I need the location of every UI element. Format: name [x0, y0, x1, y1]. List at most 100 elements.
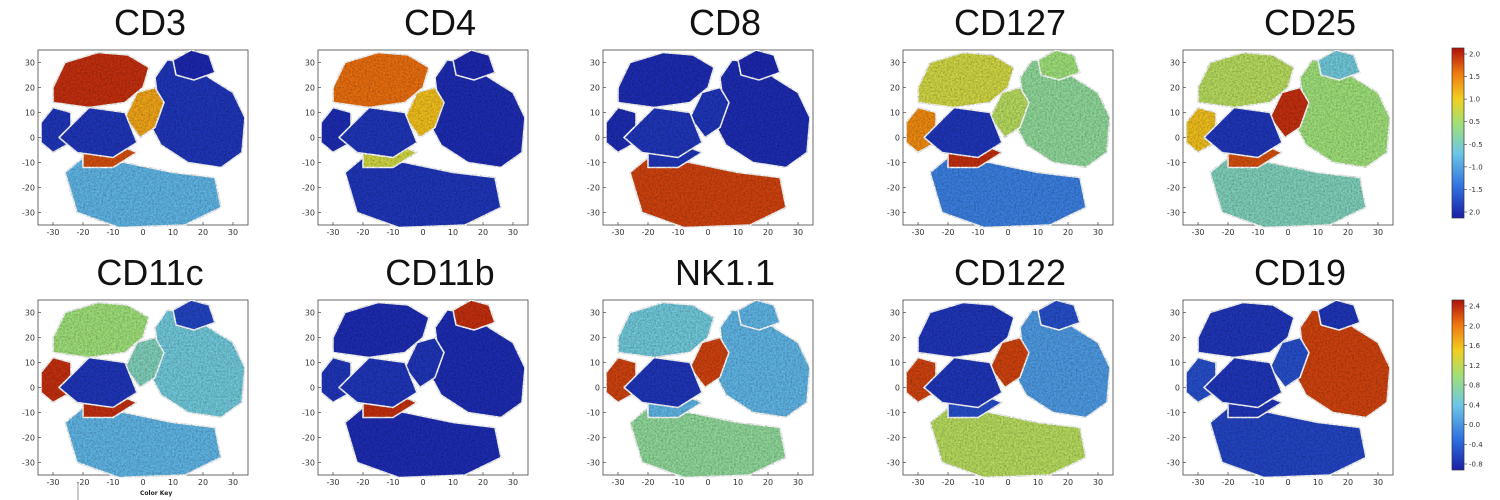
y-tick-label: 10 — [25, 109, 35, 118]
y-tick-label: 30 — [305, 309, 315, 318]
panel-title: CD4 — [404, 2, 476, 43]
cluster-d — [689, 336, 730, 389]
y-tick-label: 30 — [590, 59, 600, 68]
y-tick-label: -20 — [302, 434, 315, 443]
y-tick-label: -20 — [22, 434, 35, 443]
cluster-h — [923, 356, 1003, 409]
x-tick-label: -10 — [671, 228, 684, 237]
colorbar-tick-label: 0.0 — [1469, 421, 1480, 429]
y-tick-label: -20 — [587, 434, 600, 443]
y-tick-label: 30 — [305, 59, 315, 68]
cluster-a — [917, 51, 1015, 109]
x-tick-label: -10 — [971, 478, 984, 487]
cluster-a — [917, 301, 1015, 359]
y-tick-label: -30 — [587, 459, 600, 468]
x-tick-label: 10 — [1313, 478, 1323, 487]
y-tick-label: -30 — [1167, 209, 1180, 218]
colorbar-tick-label: -1.0 — [1469, 163, 1483, 171]
x-tick-label: -30 — [46, 228, 59, 237]
x-tick-label: 20 — [1063, 478, 1073, 487]
y-tick-label: -10 — [1167, 159, 1180, 168]
panel-title: CD3 — [114, 2, 186, 43]
colorbar-tick-label: -1.5 — [1469, 186, 1483, 194]
x-tick-label: 20 — [1343, 228, 1353, 237]
y-tick-label: 20 — [890, 84, 900, 93]
panel-title: CD11b — [385, 252, 494, 293]
y-tick-label: -20 — [887, 434, 900, 443]
cluster-a — [1197, 51, 1295, 109]
y-tick-label: 10 — [305, 109, 315, 118]
y-tick-label: -10 — [302, 159, 315, 168]
panel-cd19: CD19 -30 -20 -10 0 10 20 30 30 20 10 0 -10 -20 -30 — [1167, 252, 1394, 487]
colorbar-tick-label: 0.4 — [1469, 401, 1481, 409]
colorbar-tick-label: 0.5 — [1469, 118, 1480, 126]
y-tick-label: -10 — [1167, 409, 1180, 418]
x-tick-label: -30 — [911, 478, 924, 487]
x-tick-label: -10 — [106, 478, 119, 487]
panel-title: CD8 — [689, 2, 761, 43]
x-tick-label: -10 — [386, 228, 399, 237]
cluster-a — [332, 51, 430, 109]
cluster-d — [1269, 336, 1310, 389]
tsne-clusters — [40, 49, 246, 229]
y-tick-label: 30 — [25, 309, 35, 318]
x-tick-label: -10 — [671, 478, 684, 487]
panel-cd8: CD8 -30 -20 -10 0 10 20 30 30 20 10 0 -10 -20 -30 — [587, 2, 814, 237]
cluster-d — [1269, 86, 1310, 139]
y-tick-label: 0 — [310, 384, 315, 393]
colorbar-tick-label: 2.0 — [1469, 51, 1480, 59]
x-tick-label: 20 — [763, 478, 773, 487]
x-tick-label: 0 — [420, 228, 425, 237]
y-tick-label: 20 — [25, 84, 35, 93]
cluster-c — [1317, 49, 1361, 81]
x-tick-label: -10 — [386, 478, 399, 487]
x-tick-label: -20 — [356, 228, 369, 237]
x-tick-label: 30 — [1093, 228, 1103, 237]
x-tick-label: 0 — [420, 478, 425, 487]
x-tick-label: 20 — [1343, 478, 1353, 487]
cluster-a — [617, 301, 715, 359]
y-tick-label: 20 — [305, 84, 315, 93]
y-tick-label: -30 — [302, 209, 315, 218]
y-tick-label: -20 — [302, 184, 315, 193]
cluster-h — [338, 106, 418, 159]
y-tick-label: -20 — [22, 184, 35, 193]
y-tick-label: 20 — [590, 84, 600, 93]
cluster-a — [52, 51, 150, 109]
colorbar-tick-label: -0.4 — [1469, 441, 1483, 449]
x-tick-label: 10 — [448, 228, 458, 237]
x-tick-label: -30 — [611, 478, 624, 487]
colorbar-tick-label: -0.5 — [1469, 141, 1483, 149]
x-tick-label: -30 — [326, 478, 339, 487]
y-tick-label: 10 — [25, 359, 35, 368]
x-tick-label: -20 — [76, 228, 89, 237]
x-tick-label: 0 — [1005, 228, 1010, 237]
cluster-h — [623, 106, 703, 159]
panel-title: CD25 — [1264, 2, 1356, 43]
y-tick-label: 30 — [890, 59, 900, 68]
tsne-clusters — [605, 49, 811, 229]
y-tick-label: -10 — [587, 159, 600, 168]
y-tick-label: -30 — [1167, 459, 1180, 468]
x-tick-label: 10 — [733, 228, 743, 237]
panel-title: CD19 — [1254, 252, 1346, 293]
y-tick-label: -10 — [887, 409, 900, 418]
x-tick-label: 0 — [1285, 228, 1290, 237]
y-tick-label: 20 — [1170, 84, 1180, 93]
x-tick-label: 10 — [1033, 228, 1043, 237]
cluster-c — [172, 49, 216, 81]
y-tick-label: 10 — [305, 359, 315, 368]
x-tick-label: 10 — [1313, 228, 1323, 237]
y-tick-label: 10 — [590, 359, 600, 368]
x-tick-label: -20 — [1221, 228, 1234, 237]
x-tick-label: 30 — [1373, 478, 1383, 487]
y-tick-label: 0 — [1175, 134, 1180, 143]
cluster-d — [124, 336, 165, 389]
cluster-d — [989, 86, 1030, 139]
y-tick-label: -20 — [1167, 184, 1180, 193]
cluster-c — [1037, 299, 1081, 331]
x-tick-label: 0 — [705, 228, 710, 237]
y-tick-label: 0 — [310, 134, 315, 143]
colorbar-top: 2.0 1.5 1.0 0.5 -0.5 -1.0 -1.5 2.0 — [1451, 47, 1483, 219]
